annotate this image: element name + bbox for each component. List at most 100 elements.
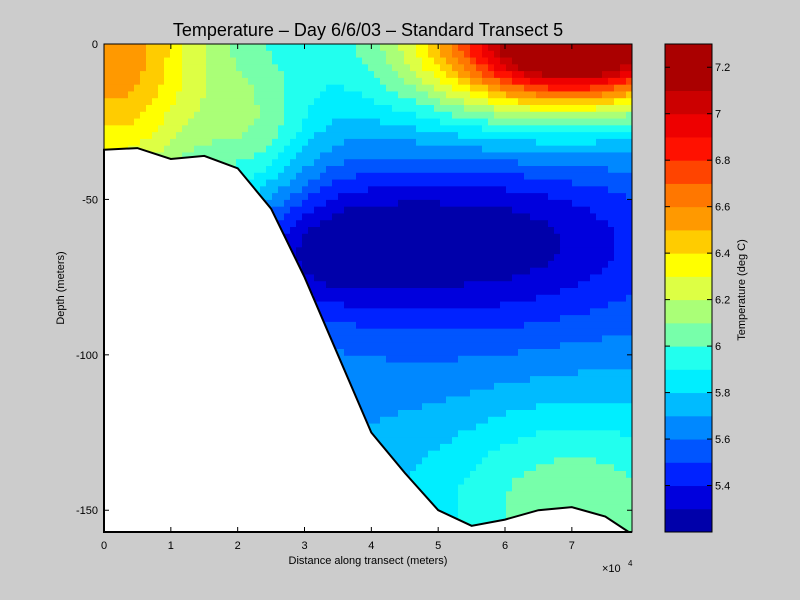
field-cell xyxy=(446,504,453,513)
field-cell xyxy=(356,267,363,276)
field-cell xyxy=(356,111,363,120)
field-cell xyxy=(428,57,435,65)
field-cell xyxy=(284,111,291,120)
field-cell xyxy=(416,464,423,472)
field-cell xyxy=(242,64,249,72)
field-cell xyxy=(368,423,375,431)
field-cell xyxy=(308,267,315,276)
field-cell xyxy=(482,450,489,459)
field-cell xyxy=(284,213,291,221)
field-cell xyxy=(470,355,477,364)
field-cell xyxy=(470,199,477,208)
field-cell xyxy=(440,308,447,316)
field-cell xyxy=(362,50,369,59)
field-cell xyxy=(458,288,465,296)
field-cell xyxy=(230,145,237,154)
field-cell xyxy=(260,172,267,181)
field-cell xyxy=(452,281,459,289)
field-cell xyxy=(416,281,423,289)
field-cell xyxy=(314,281,321,289)
field-cell xyxy=(410,111,417,120)
field-cell xyxy=(434,498,441,506)
field-cell xyxy=(392,328,399,337)
field-cell xyxy=(122,64,129,72)
field-cell xyxy=(170,132,177,140)
field-cell xyxy=(470,437,477,445)
field-cell xyxy=(464,206,471,215)
field-cell xyxy=(188,145,195,154)
field-cell xyxy=(494,145,501,154)
field-cell xyxy=(398,416,405,425)
field-cell xyxy=(476,457,483,465)
field-cell xyxy=(260,166,267,174)
field-cell xyxy=(368,396,375,404)
field-cell xyxy=(488,403,495,411)
field-cell xyxy=(422,172,429,181)
field-cell xyxy=(422,220,429,228)
field-cell xyxy=(278,105,285,113)
field-cell xyxy=(446,57,453,65)
field-cell xyxy=(476,220,483,228)
field-cell xyxy=(428,233,435,242)
field-cell xyxy=(104,77,111,86)
field-cell xyxy=(368,118,375,126)
field-cell xyxy=(140,105,147,113)
field-cell xyxy=(218,71,225,79)
field-cell xyxy=(332,294,339,303)
field-cell xyxy=(482,403,489,411)
field-cell xyxy=(116,57,123,65)
field-cell xyxy=(362,138,369,147)
field-cell xyxy=(230,91,237,99)
field-cell xyxy=(416,77,423,86)
field-cell xyxy=(446,342,453,350)
field-cell xyxy=(242,118,249,126)
field-cell xyxy=(212,105,219,113)
field-cell xyxy=(440,233,447,242)
field-cell xyxy=(464,477,471,486)
field-cell xyxy=(404,254,411,262)
field-cell xyxy=(314,64,321,72)
field-cell xyxy=(362,152,369,160)
field-cell xyxy=(260,111,267,120)
field-cell xyxy=(518,111,525,120)
field-cell xyxy=(428,369,435,377)
field-cell xyxy=(458,186,465,194)
field-cell xyxy=(158,57,165,65)
field-cell xyxy=(446,335,453,343)
field-cell xyxy=(338,274,345,282)
field-cell xyxy=(194,91,201,99)
field-cell xyxy=(506,471,513,479)
field-cell xyxy=(218,152,225,160)
field-cell xyxy=(416,423,423,431)
field-cell xyxy=(194,132,201,140)
field-cell xyxy=(338,132,345,140)
field-cell xyxy=(398,288,405,296)
field-cell xyxy=(464,267,471,276)
field-cell xyxy=(296,91,303,99)
field-cell xyxy=(176,145,183,154)
field-cell xyxy=(230,44,237,52)
field-cell xyxy=(170,125,177,133)
field-cell xyxy=(200,105,207,113)
field-cell xyxy=(122,77,129,86)
field-cell xyxy=(182,118,189,126)
field-cell xyxy=(320,132,327,140)
field-cell xyxy=(380,260,387,269)
field-cell xyxy=(206,64,213,72)
field-cell xyxy=(476,166,483,174)
field-cell xyxy=(386,437,393,445)
field-cell xyxy=(434,193,441,201)
field-cell xyxy=(410,328,417,337)
field-cell xyxy=(476,50,483,59)
field-cell xyxy=(272,206,279,215)
field-cell xyxy=(368,274,375,282)
field-cell xyxy=(434,484,441,492)
field-cell xyxy=(410,91,417,99)
field-cell xyxy=(308,227,315,235)
field-cell xyxy=(314,220,321,228)
field-cell xyxy=(476,396,483,404)
field-cell xyxy=(374,416,381,425)
field-cell xyxy=(386,118,393,126)
field-cell xyxy=(446,498,453,506)
field-cell xyxy=(398,369,405,377)
